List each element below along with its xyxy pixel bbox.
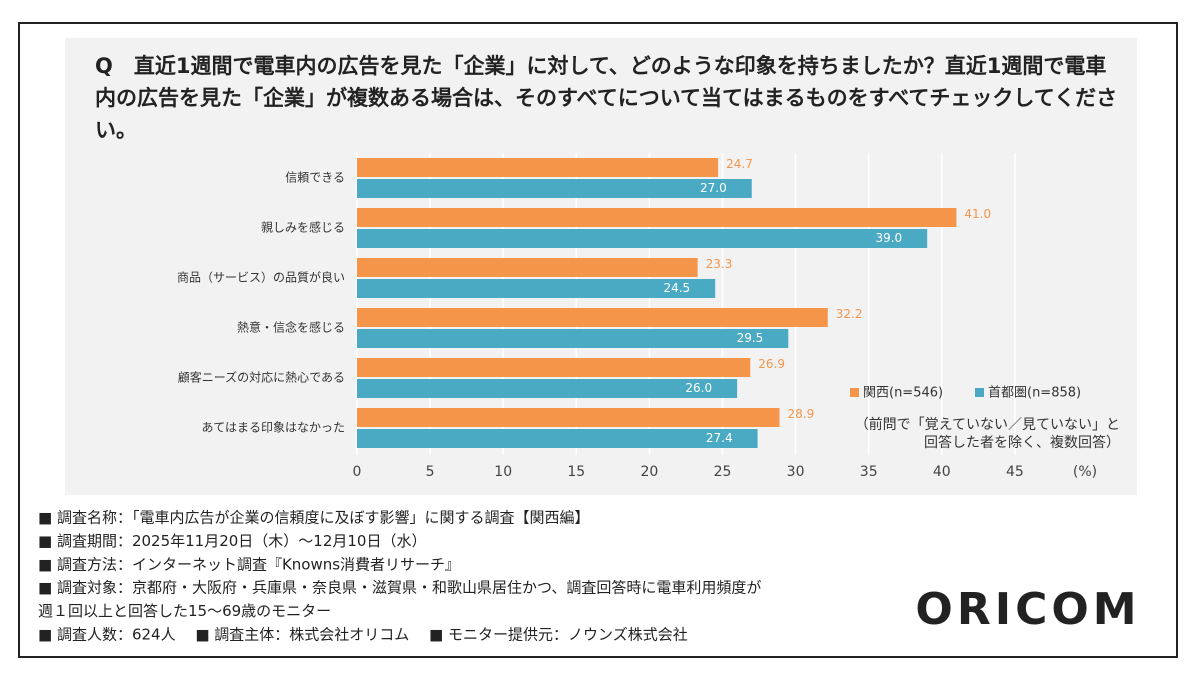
value-label: 28.9 — [788, 407, 815, 421]
x-tick-label: 10 — [494, 464, 512, 480]
x-tick-label: 30 — [787, 464, 805, 480]
y-tick-label: 信頼できる — [285, 171, 345, 185]
chart-title: Q 直近1週間で電車内の広告を見た「企業」に対して、どのような印象を持ちましたか… — [95, 54, 1118, 142]
bar — [357, 308, 828, 327]
bar — [357, 279, 716, 298]
bar — [357, 179, 752, 198]
value-label: 23.3 — [706, 257, 733, 271]
legend-swatch — [850, 388, 859, 397]
value-label: 32.2 — [836, 307, 863, 321]
bar — [357, 358, 751, 377]
value-label: 39.0 — [875, 231, 902, 245]
bar — [357, 429, 758, 448]
x-tick-label: 20 — [640, 464, 658, 480]
legend-label: 関西(n=546) — [863, 386, 943, 401]
note: 回答した者を除く、複数回答） — [924, 434, 1120, 451]
note: （前問で「覚えていない／見ていない」と — [855, 416, 1120, 433]
x-tick-label: 25 — [714, 464, 732, 480]
footer-line: ■ 調査期間：2025年11月20日（木）～12月10日（水） — [38, 532, 426, 550]
footer-line: ■ 調査名称：「電車内広告が企業の信頼度に及ぼす影響」に関する調査【関西編】 — [38, 509, 589, 527]
x-tick-label: 35 — [860, 464, 878, 480]
x-tick-label: 45 — [1006, 464, 1024, 480]
footer-line: ■ 調査方法：インターネット調査『Knowns消費者リサーチ』 — [38, 555, 460, 573]
x-tick-label: 0 — [353, 464, 362, 480]
value-label: 29.5 — [737, 331, 764, 345]
y-tick-label: 商品（サービス）の品質が良い — [177, 270, 345, 285]
value-label: 24.5 — [663, 281, 690, 295]
bar — [357, 229, 928, 248]
value-label: 27.4 — [706, 431, 733, 445]
bar — [357, 408, 780, 427]
legend-swatch — [975, 388, 984, 397]
frame — [18, 22, 1178, 658]
bar — [357, 258, 698, 277]
footer-line: 週１回以上と回答した15～69歳のモニター — [38, 602, 331, 620]
value-label: 27.0 — [700, 181, 727, 195]
value-label: 26.9 — [758, 357, 785, 371]
bar — [357, 158, 719, 177]
footer-line: ■ 調査人数：624人 ■ 調査主体：株式会社オリコム ■ モニター提供元：ノウ… — [38, 626, 688, 644]
x-tick-label: 5 — [426, 464, 435, 480]
y-tick-label: 顧客ニーズの対応に熱心である — [178, 370, 345, 385]
value-label: 24.7 — [726, 157, 753, 171]
bar — [357, 208, 957, 227]
y-tick-label: 親しみを感じる — [261, 220, 345, 235]
y-tick-label: あてはまる印象はなかった — [201, 421, 345, 435]
x-tick-label: 15 — [567, 464, 585, 480]
x-tick-label: 40 — [933, 464, 951, 480]
bar — [357, 379, 738, 398]
value-label: 41.0 — [964, 207, 991, 221]
bar — [357, 329, 789, 348]
x-unit: (%) — [1073, 464, 1097, 480]
value-label: 26.0 — [685, 381, 712, 395]
legend-label: 首都圏(n=858) — [988, 386, 1081, 401]
footer-line: ■ 調査対象：京都府・大阪府・兵庫県・奈良県・滋賀県・和歌山県居住かつ、調査回答… — [38, 579, 761, 597]
logo: ORICOM — [915, 584, 1140, 635]
y-tick-label: 熱意・信念を感じる — [237, 320, 345, 335]
